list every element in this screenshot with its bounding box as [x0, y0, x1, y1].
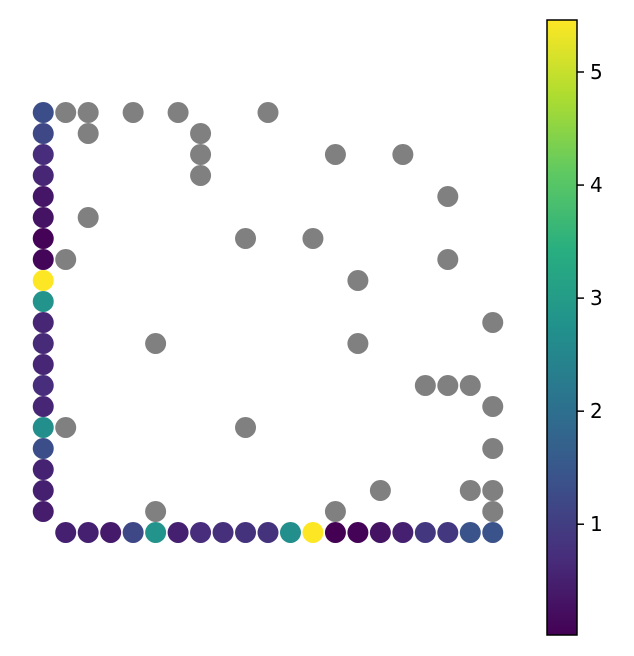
- bottom-row-point: [347, 522, 369, 543]
- bottom-row-point: [324, 522, 346, 543]
- left-column-point: [32, 144, 54, 165]
- grey-point: [77, 207, 99, 228]
- grey-point: [324, 501, 346, 522]
- grey-point: [167, 102, 189, 123]
- grey-point: [324, 144, 346, 165]
- bottom-row-point: [235, 522, 257, 543]
- bottom-row-point: [167, 522, 189, 543]
- grey-point: [55, 102, 77, 123]
- bottom-row-point: [414, 522, 436, 543]
- grey-point: [190, 144, 212, 165]
- grey-point: [122, 102, 144, 123]
- bottom-row-point: [302, 522, 324, 543]
- left-column-point: [32, 480, 54, 501]
- grey-point: [145, 501, 167, 522]
- left-column-point: [32, 396, 54, 417]
- colorbar-tick-label: 1: [590, 512, 603, 536]
- grey-point: [437, 249, 459, 270]
- grey-point: [55, 417, 77, 438]
- grey-point: [482, 396, 504, 417]
- grey-point: [77, 123, 99, 144]
- left-column-point: [32, 312, 54, 333]
- bottom-row-point: [459, 522, 481, 543]
- left-column-point: [32, 417, 54, 438]
- grey-point: [302, 228, 324, 249]
- left-column-point: [32, 354, 54, 375]
- grey-point: [145, 333, 167, 354]
- bottom-row-point: [190, 522, 212, 543]
- grey-point: [482, 501, 504, 522]
- grey-point: [77, 102, 99, 123]
- grey-point: [437, 186, 459, 207]
- grey-point: [482, 438, 504, 459]
- left-column-point: [32, 291, 54, 312]
- left-column-point: [32, 333, 54, 354]
- grey-point: [55, 249, 77, 270]
- grey-point: [459, 375, 481, 396]
- plot-area: [32, 102, 504, 543]
- left-column-point: [32, 459, 54, 480]
- grey-point: [459, 480, 481, 501]
- grey-point: [482, 480, 504, 501]
- left-column-point: [32, 228, 54, 249]
- bottom-row-point: [122, 522, 144, 543]
- bottom-row-point: [482, 522, 504, 543]
- bottom-row-point: [55, 522, 77, 543]
- grey-point: [482, 312, 504, 333]
- grey-point: [347, 270, 369, 291]
- colorbar-gradient: [546, 19, 578, 636]
- left-column-point: [32, 102, 54, 123]
- grey-point: [347, 333, 369, 354]
- colorbar: 1 2 3 4 5: [546, 19, 603, 636]
- colorbar-tick-label: 2: [590, 399, 603, 423]
- colorbar-tick-label: 5: [590, 60, 603, 84]
- colorbar-ticks: 1 2 3 4 5: [577, 60, 603, 536]
- bottom-row-point: [100, 522, 122, 543]
- grey-point: [392, 144, 414, 165]
- left-column-point: [32, 438, 54, 459]
- grey-point: [437, 375, 459, 396]
- bottom-row-point: [392, 522, 414, 543]
- bottom-row-point: [279, 522, 301, 543]
- left-column-point: [32, 375, 54, 396]
- grey-point: [257, 102, 279, 123]
- bottom-row-point: [77, 522, 99, 543]
- left-column-point: [32, 165, 54, 186]
- left-column-point: [32, 249, 54, 270]
- grey-point: [414, 375, 436, 396]
- left-column-point: [32, 207, 54, 228]
- grey-point: [235, 417, 257, 438]
- left-column-point: [32, 270, 54, 291]
- grey-point: [190, 165, 212, 186]
- bottom-row-point: [257, 522, 279, 543]
- grey-point: [190, 123, 212, 144]
- bottom-row-point: [212, 522, 234, 543]
- grey-point: [235, 228, 257, 249]
- grey-point: [369, 480, 391, 501]
- colorbar-tick-label: 4: [590, 173, 603, 197]
- bottom-row-point: [369, 522, 391, 543]
- bottom-row-point: [145, 522, 167, 543]
- bottom-row-point: [437, 522, 459, 543]
- left-column-point: [32, 123, 54, 144]
- left-column-point: [32, 501, 54, 522]
- left-column-point: [32, 186, 54, 207]
- colorbar-tick-label: 3: [590, 286, 603, 310]
